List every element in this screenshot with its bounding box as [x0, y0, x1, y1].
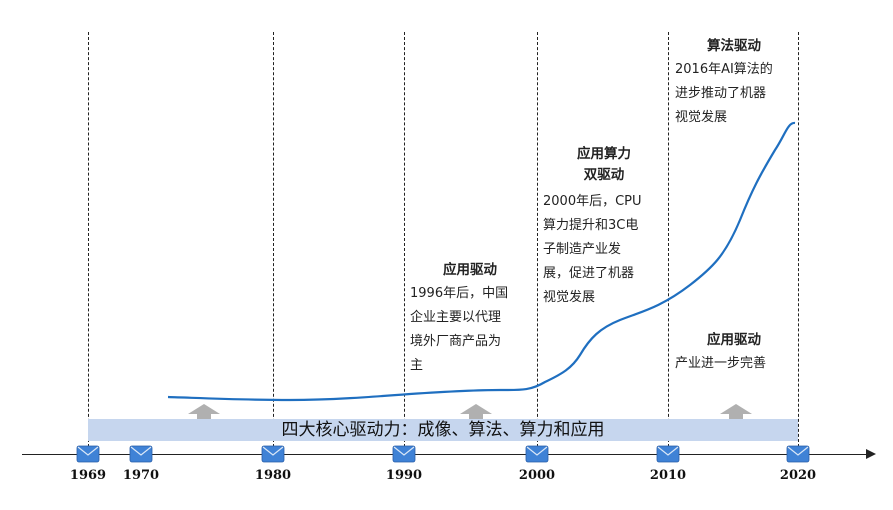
- divider-2010: [668, 32, 669, 452]
- axis-arrow-icon: [866, 449, 876, 459]
- annotation-body: 1996年后，中国 企业主要以代理 境外厂商产品为 主: [410, 286, 509, 373]
- divider-1969: [88, 32, 89, 452]
- year-label-2000: 2000: [518, 468, 556, 483]
- annotation-app-1996: 应用驱动 1996年后，中国 企业主要以代理 境外厂商产品为 主: [410, 258, 535, 378]
- annotation-body: 产业进一步完善: [675, 356, 767, 371]
- year-label-1970: 1970: [122, 468, 160, 483]
- driving-forces-banner: 四大核心驱动力：成像、算法、算力和应用: [88, 419, 798, 441]
- envelope-marker-icon: [392, 445, 416, 463]
- banner-text: 四大核心驱动力：成像、算法、算力和应用: [281, 420, 605, 440]
- divider-2000: [537, 32, 538, 452]
- annotation-app-compute-2000: 应用算力 双驱动 2000年后，CPU 算力提升和3C电 子制造产业发 展，促进…: [543, 144, 668, 310]
- envelope-marker-icon: [525, 445, 549, 463]
- growth-curve: [167, 121, 796, 402]
- envelope-marker-icon: [261, 445, 285, 463]
- time-axis: [22, 454, 870, 456]
- annotation-body: 2016年AI算法的 进步推动了机器 视觉发展: [675, 62, 773, 125]
- annotation-title: 算法驱动: [707, 38, 761, 54]
- envelope-marker-icon: [656, 445, 680, 463]
- annotation-title: 应用驱动: [707, 332, 761, 348]
- envelope-marker-icon: [786, 445, 810, 463]
- divider-1990: [404, 32, 405, 452]
- annotation-title: 应用算力 双驱动: [577, 146, 631, 183]
- year-label-2020: 2020: [779, 468, 817, 483]
- divider-1980: [273, 32, 274, 452]
- annotation-body: 2000年后，CPU 算力提升和3C电 子制造产业发 展，促进了机器 视觉发展: [543, 194, 642, 305]
- annotation-app-2010: 应用驱动 产业进一步完善: [675, 328, 795, 376]
- up-arrow-icon: [720, 404, 752, 420]
- annotation-title: 应用驱动: [443, 262, 497, 278]
- year-label-2010: 2010: [649, 468, 687, 483]
- up-arrow-icon: [460, 404, 492, 420]
- year-label-1990: 1990: [385, 468, 423, 483]
- year-label-1969: 1969: [69, 468, 107, 483]
- envelope-marker-icon: [76, 445, 100, 463]
- year-label-1980: 1980: [254, 468, 292, 483]
- up-arrow-icon: [188, 404, 220, 420]
- annotation-algo-2016: 算法驱动 2016年AI算法的 进步推动了机器 视觉发展: [675, 34, 795, 130]
- envelope-marker-icon: [129, 445, 153, 463]
- divider-2020: [798, 32, 799, 452]
